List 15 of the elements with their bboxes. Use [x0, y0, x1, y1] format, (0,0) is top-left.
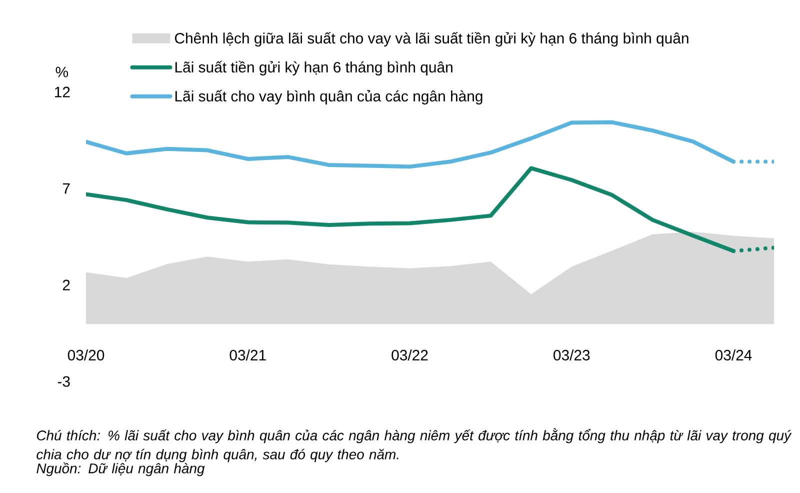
x-tick-label: 03/24 — [715, 350, 752, 360]
y-tick-label: 2 — [62, 280, 70, 290]
x-tick-label: 03/21 — [230, 350, 266, 360]
text: Chú thích: % lãi suất cho vay bình quân của các ngân hàng niêm yết được tính bằng tổng thu nhập từ lãi vay trong quý chia cho dư nợ tín dụng bình quân, sau đó quy theo năm. — [36, 428, 792, 462]
text: Nguồn: Dữ liệu ngân hàng — [36, 462, 205, 476]
y-tick-label: -3 — [58, 376, 70, 387]
x-tick-label: 03/23 — [554, 350, 590, 360]
legend-label: Lãi suất tiền gửi kỳ hạn 6 tháng bình quân — [175, 60, 452, 76]
x-tick-label: 03/20 — [68, 350, 104, 360]
y-axis-title: % — [56, 66, 68, 78]
legend-label: Chênh lệch giữa lãi suất cho vay và lãi suất tiền gửi kỳ hạn 6 tháng bình quân — [174, 32, 688, 47]
y-tick-label: 12 — [55, 86, 70, 98]
y-tick-label: 7 — [62, 183, 70, 194]
legend-label: Lãi suất cho vay bình quân của các ngân hàng — [175, 90, 482, 104]
x-tick-label: 03/22 — [392, 350, 428, 360]
